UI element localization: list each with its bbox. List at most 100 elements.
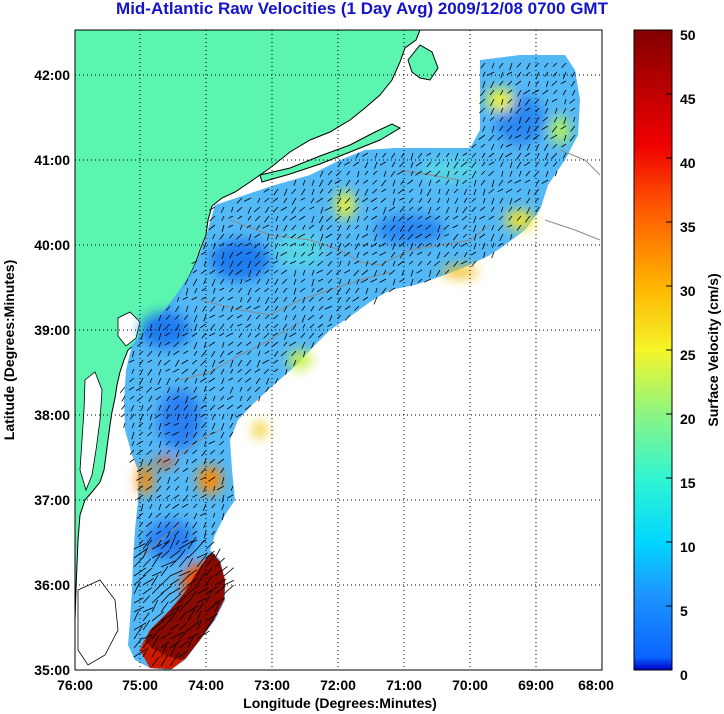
velocity-arrow [307, 251, 315, 257]
velocity-arrow [526, 62, 531, 70]
velocity-arrow [184, 278, 189, 286]
velocity-arrow [187, 636, 194, 649]
velocity-arrow [221, 251, 225, 259]
velocity-arrow [211, 251, 216, 258]
velocity-arrow [532, 134, 540, 140]
velocity-arrow [205, 575, 213, 586]
velocity-arrow [397, 188, 405, 195]
velocity-arrow [196, 564, 203, 577]
velocity-arrow [247, 332, 252, 338]
velocity-arrow [510, 107, 513, 113]
velocity-arrow [272, 197, 279, 202]
velocity-arrow [172, 431, 180, 436]
velocity-arrow [165, 368, 171, 372]
velocity-arrow [193, 476, 198, 482]
velocity-arrow [407, 179, 414, 185]
velocity-arrow [345, 206, 351, 211]
velocity-arrow [169, 569, 183, 577]
velocity-arrow [194, 305, 198, 313]
velocity-arrow [237, 260, 243, 267]
velocity-arrow [258, 395, 261, 402]
velocity-arrow [229, 422, 234, 429]
velocity-arrow [218, 269, 225, 274]
velocity-arrow [327, 179, 333, 186]
velocity-arrow [517, 206, 522, 211]
velocity-arrow [227, 296, 234, 301]
velocity-arrow [239, 386, 243, 392]
velocity-arrow [194, 377, 198, 384]
velocity-arrow [123, 422, 126, 428]
velocity-arrow [202, 503, 207, 511]
velocity-arrow [479, 98, 486, 105]
velocity-arrow [355, 233, 360, 240]
velocity-arrow [344, 305, 351, 310]
velocity-arrow [256, 359, 261, 368]
velocity-arrow [335, 269, 342, 275]
velocity-arrow [407, 224, 414, 232]
colorbar-label: Surface Velocity (cm/s) [705, 273, 721, 426]
velocity-arrow [571, 71, 576, 78]
velocity-arrow [212, 359, 216, 368]
velocity-arrow [482, 80, 486, 89]
velocity-arrow [455, 206, 459, 213]
velocity-arrow [169, 642, 178, 658]
velocity-arrow [361, 269, 369, 276]
velocity-arrow [244, 278, 252, 283]
velocity-arrow [491, 242, 495, 249]
velocity-arrow [218, 314, 225, 318]
velocity-arrow [209, 449, 216, 455]
velocity-arrow [149, 377, 153, 384]
velocity-arrow [160, 550, 170, 559]
velocity-arrow [200, 476, 207, 481]
colorbar-tick-label: 0 [680, 667, 688, 683]
velocity-arrow [518, 98, 522, 107]
velocity-arrow [263, 251, 270, 256]
velocity-arrow [173, 512, 180, 518]
velocity-arrow [128, 386, 135, 391]
velocity-arrow [165, 440, 171, 446]
velocity-arrow [302, 224, 306, 230]
velocity-arrow [192, 440, 198, 445]
velocity-arrow [509, 197, 513, 205]
velocity-arrow [284, 359, 288, 367]
velocity-arrow [192, 530, 198, 535]
velocity-arrow [219, 440, 225, 446]
velocity-arrow [499, 197, 504, 204]
velocity-arrow [488, 170, 495, 177]
velocity-arrow [417, 152, 423, 159]
velocity-arrow [291, 224, 297, 231]
velocity-arrow [446, 161, 450, 168]
velocity-arrow [291, 206, 297, 214]
velocity-arrow [136, 512, 144, 519]
velocity-arrow [211, 422, 216, 430]
velocity-arrow [211, 296, 216, 303]
velocity-arrow [329, 314, 333, 322]
velocity-arrow [238, 332, 243, 338]
velocity-arrow [316, 269, 324, 274]
velocity-arrow [392, 188, 396, 194]
velocity-arrow [524, 179, 531, 184]
velocity-arrow [361, 233, 369, 238]
velocity-arrow [303, 350, 306, 358]
velocity-arrow [174, 458, 180, 466]
velocity-arrow [265, 314, 270, 320]
velocity-arrow [169, 536, 176, 550]
velocity-arrow [169, 652, 180, 667]
velocity-arrow [408, 197, 414, 204]
velocity-arrow [169, 587, 181, 595]
velocity-arrow [212, 512, 216, 518]
velocity-arrow [223, 567, 234, 577]
velocity-arrow [336, 287, 342, 295]
velocity-arrow [186, 458, 189, 465]
velocity-arrow [356, 278, 360, 285]
velocity-arrow [508, 206, 513, 213]
velocity-arrow [335, 170, 342, 177]
velocity-arrow [311, 278, 315, 287]
velocity-arrow [274, 287, 279, 294]
velocity-arrow [346, 224, 351, 231]
velocity-arrow [480, 62, 486, 69]
velocity-arrow [156, 539, 162, 547]
velocity-arrow [194, 413, 198, 422]
velocity-arrow [497, 188, 504, 193]
velocity-arrow [156, 530, 162, 535]
